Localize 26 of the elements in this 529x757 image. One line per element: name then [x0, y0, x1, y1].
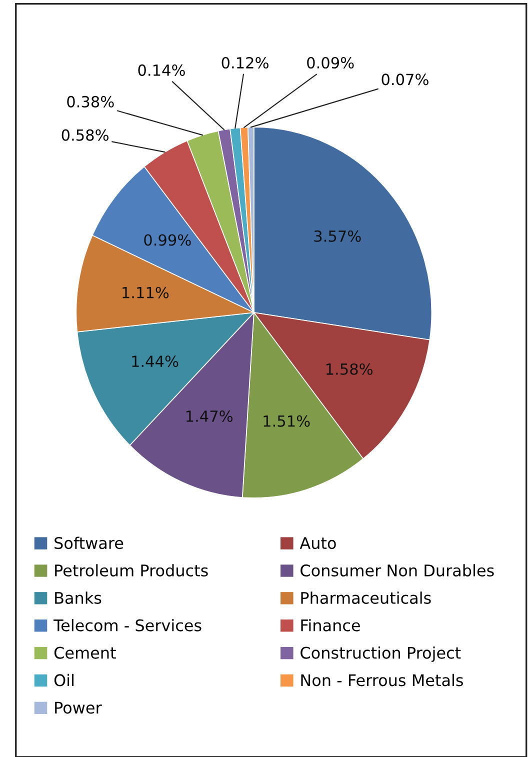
legend-label: Oil: [54, 674, 74, 686]
legend-label: Cement: [54, 646, 116, 659]
data-label: 1.47%: [186, 410, 233, 422]
data-label: 0.07%: [382, 74, 428, 86]
legend-label: Consumer Non Durables: [300, 564, 494, 577]
data-label: 1.51%: [264, 415, 310, 427]
legend-label: Pharmaceuticals: [301, 592, 431, 604]
data-label: 0.09%: [307, 56, 354, 69]
data-label: 0.58%: [62, 129, 108, 141]
data-label: 0.12%: [222, 56, 268, 69]
legend-label: Power: [55, 702, 102, 714]
legend-label: Auto: [300, 537, 336, 550]
legend-label: Non - Ferrous Metals: [301, 674, 464, 686]
data-label: 0.14%: [138, 64, 185, 76]
data-label: 1.44%: [132, 356, 178, 368]
legend-label: Telecom - Services: [53, 619, 202, 632]
legend-label: Petroleum Products: [55, 564, 208, 577]
data-label: 1.11%: [122, 286, 169, 298]
data-label: 0.99%: [144, 234, 191, 246]
legend-label: Finance: [301, 619, 360, 632]
legend-label: Banks: [55, 592, 102, 604]
legend-label: Construction Project: [300, 646, 461, 662]
data-label: 0.38%: [67, 96, 114, 108]
data-label: 1.58%: [326, 363, 373, 375]
legend-label: Software: [54, 536, 124, 550]
data-label: 3.57%: [314, 230, 361, 242]
